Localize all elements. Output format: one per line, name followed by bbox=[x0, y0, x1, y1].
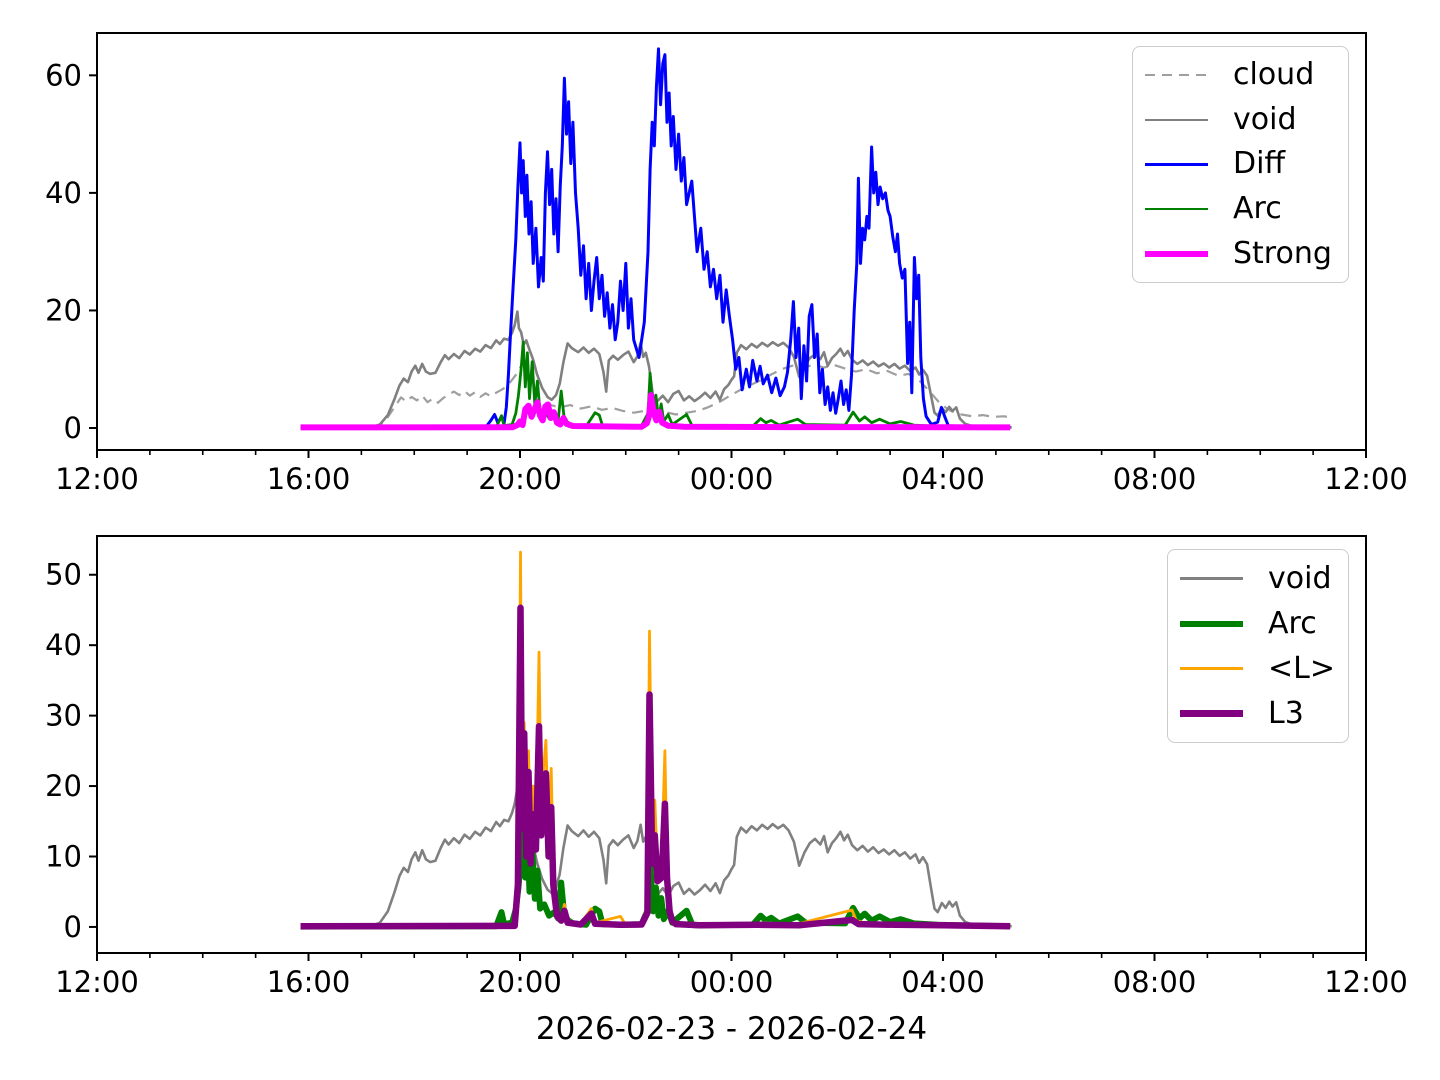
legend-label-void: void bbox=[1233, 101, 1297, 137]
y-tick-label: 0 bbox=[64, 910, 82, 944]
x-tick-label: 04:00 bbox=[901, 462, 985, 496]
legend-item-arc: Arc bbox=[1180, 605, 1336, 641]
axes-spines bbox=[96, 535, 1367, 954]
y-tick-label: 20 bbox=[45, 769, 82, 803]
legend-item-L_avg: <L> bbox=[1180, 650, 1336, 686]
x-tick-label: 00:00 bbox=[690, 965, 774, 999]
x-tick-label: 16:00 bbox=[267, 965, 351, 999]
plot-area bbox=[300, 47, 1012, 431]
legend-swatch-diff bbox=[1145, 162, 1208, 166]
legend-label-cloud: cloud bbox=[1233, 57, 1315, 93]
plot-area bbox=[300, 550, 1012, 930]
y-tick-label: 50 bbox=[45, 558, 82, 592]
top-chart-legend: cloud void Diff Arc Strong bbox=[1132, 46, 1349, 283]
legend-swatch-L_avg bbox=[1180, 667, 1243, 670]
legend-item-void: void bbox=[1145, 101, 1336, 137]
x-tick-label: 12:00 bbox=[1324, 462, 1408, 496]
legend-item-void: void bbox=[1180, 560, 1336, 596]
y-tick-label: 30 bbox=[45, 699, 82, 733]
bottom-chart: 12:00 16:00 20:00 00:00 04:00 08:00 12:00 0 10 20… bbox=[45, 535, 1408, 999]
legend-label-strong: Strong bbox=[1233, 235, 1332, 271]
y-tick-label: 0 bbox=[64, 411, 82, 445]
legend-label-arc: Arc bbox=[1233, 191, 1282, 227]
legend-swatch-strong bbox=[1145, 250, 1208, 257]
legend-label-void: void bbox=[1268, 560, 1332, 596]
bottom-chart-legend: void Arc <L> L3 bbox=[1167, 549, 1349, 743]
x-tick-label: 12:00 bbox=[1324, 965, 1408, 999]
x-tick-label: 20:00 bbox=[478, 965, 562, 999]
legend-item-diff: Diff bbox=[1145, 149, 1336, 179]
x-axis-label: 2026-02-23 - 2026-02-24 bbox=[535, 1011, 928, 1047]
legend-item-arc: Arc bbox=[1145, 194, 1336, 224]
top-chart: 12:00 16:00 20:00 00:00 04:00 08:00 12:00 0 20 40… bbox=[45, 32, 1408, 496]
legend-item-L3: L3 bbox=[1180, 695, 1336, 731]
x-tick-label: 16:00 bbox=[267, 462, 351, 496]
series-L3-line bbox=[300, 604, 1011, 930]
legend-swatch-void bbox=[1145, 118, 1208, 122]
y-tick-label: 40 bbox=[45, 176, 82, 210]
series-cloud-line bbox=[300, 361, 1012, 429]
series-strong-line bbox=[300, 392, 1011, 431]
axes-spines bbox=[96, 32, 1367, 451]
legend-swatch-void bbox=[1180, 577, 1243, 580]
legend-swatch-L3 bbox=[1180, 710, 1243, 717]
legend-label-L_avg: <L> bbox=[1268, 650, 1335, 686]
legend-item-strong: Strong bbox=[1145, 235, 1336, 271]
y-tick-label: 60 bbox=[45, 58, 82, 92]
y-tick-label: 20 bbox=[45, 293, 82, 327]
x-tick-label: 12:00 bbox=[55, 965, 139, 999]
y-tick-label: 10 bbox=[45, 839, 82, 873]
legend-label-L3: L3 bbox=[1268, 695, 1304, 731]
x-tick-label: 08:00 bbox=[1113, 462, 1197, 496]
legend-swatch-arc bbox=[1145, 207, 1208, 211]
x-tick-label: 00:00 bbox=[690, 462, 774, 496]
legend-label-arc: Arc bbox=[1268, 605, 1317, 641]
series-diff-line bbox=[300, 47, 1011, 429]
x-tick-label: 04:00 bbox=[901, 965, 985, 999]
legend-swatch-cloud bbox=[1145, 74, 1208, 77]
x-tick-label: 08:00 bbox=[1113, 965, 1197, 999]
legend-item-cloud: cloud bbox=[1145, 60, 1336, 90]
x-tick-label: 12:00 bbox=[55, 462, 139, 496]
legend-swatch-arc bbox=[1180, 620, 1243, 627]
legend-label-diff: Diff bbox=[1233, 146, 1286, 182]
x-tick-label: 20:00 bbox=[478, 462, 562, 496]
y-tick-label: 40 bbox=[45, 628, 82, 662]
